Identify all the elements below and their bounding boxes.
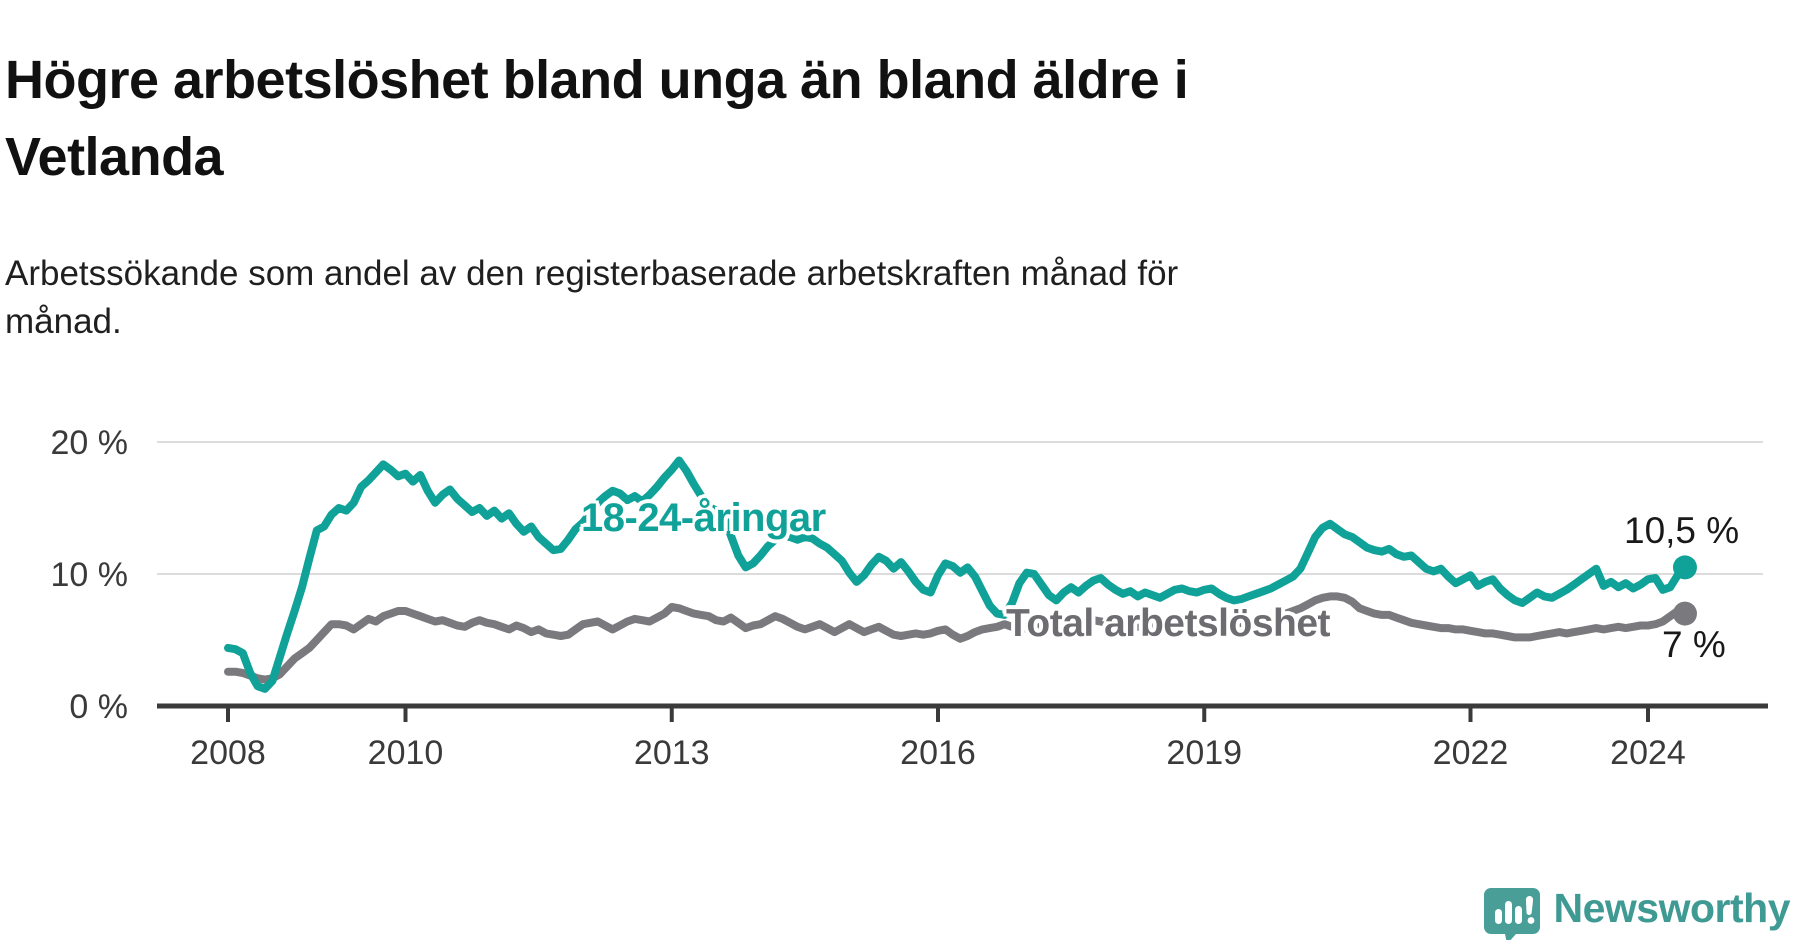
logo-exclamation-bar [1525,895,1533,915]
newsworthy-logo-text: Newsworthy [1553,884,1791,931]
x-axis-label: 2010 [368,734,444,772]
x-axis-label: 2013 [634,734,710,772]
y-axis-label: 10 % [51,556,129,594]
series-line-18-24 [224,456,1689,693]
y-axis-label: 20 % [51,424,129,462]
chart-subtitle: Arbetssökande som andel av den registerb… [5,254,1179,341]
logo-bar-1 [1494,909,1502,924]
end-value-label-total: 7 % [1662,624,1726,665]
x-axis-label: 2024 [1610,734,1686,772]
series-label-total: Total arbetslöshet [1006,602,1331,645]
logo-exclamation-dot [1527,917,1534,924]
x-axis-label: 2008 [190,734,266,772]
series-end-dot-total [1672,601,1697,626]
logo-bar-3 [1514,906,1522,924]
x-axis-label: 2022 [1433,734,1509,772]
series-end-dot-18-24 [1672,555,1697,580]
newsworthy-branding: Newsworthy [1483,876,1791,940]
x-axis-label: 2019 [1166,734,1242,772]
series-line-total [224,592,1689,684]
y-axis-label: 0 % [69,688,128,726]
series-label-18-24: 18-24-åringar [581,496,826,540]
page-title: Högre arbetslöshet bland unga än bland ä… [5,50,1189,187]
x-axis-label: 2016 [900,734,976,772]
newsworthy-logo-icon [1483,888,1540,940]
end-value-label-18-24: 10,5 % [1624,510,1740,551]
logo-bar-2 [1504,901,1512,924]
